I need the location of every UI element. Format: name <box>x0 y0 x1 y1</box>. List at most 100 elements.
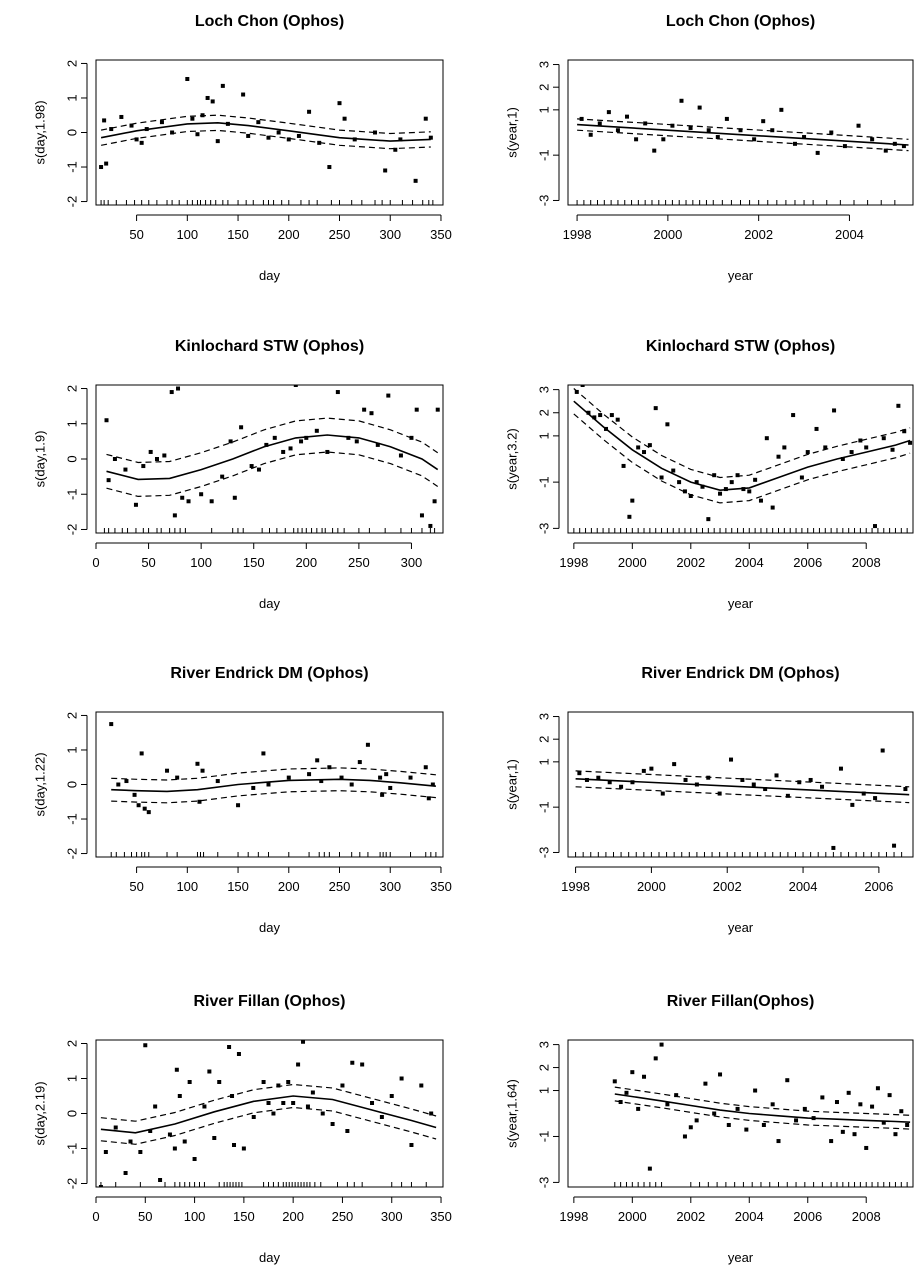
residual-point <box>718 491 723 496</box>
residual-point <box>729 757 734 762</box>
panel-title: River Fillan(Ophos) <box>667 993 815 1010</box>
data-layer <box>575 748 910 857</box>
residual-point <box>674 1093 679 1098</box>
residual-point <box>320 1111 325 1116</box>
y-tick-label: 2 <box>65 712 80 719</box>
residual-point <box>580 385 585 387</box>
x-axis-label: day <box>259 920 280 935</box>
residual-point <box>703 1081 708 1086</box>
residual-point <box>842 144 847 149</box>
panel-8: River Fillan(Ophos) 1998 2000 2002 2004 2006 2… <box>505 993 914 1265</box>
residual-point <box>892 843 897 848</box>
residual-point <box>659 475 664 480</box>
residual-point <box>419 513 424 518</box>
residual-point <box>409 1143 414 1147</box>
residual-point <box>764 436 769 441</box>
residual-point <box>782 445 787 450</box>
residual-point <box>609 413 614 418</box>
residual-point <box>852 1132 857 1137</box>
residual-point <box>281 1101 286 1105</box>
residual-point <box>636 1106 641 1111</box>
residual-point <box>785 793 790 798</box>
residual-point <box>683 777 688 782</box>
data-layer <box>612 1042 911 1187</box>
residual-point <box>113 1125 118 1130</box>
x-tick-label: 0 <box>92 1209 99 1224</box>
residual-point <box>286 775 291 780</box>
residual-point <box>423 116 428 121</box>
residual-point <box>373 130 378 135</box>
x-tick-label: 100 <box>184 1209 206 1224</box>
residual-point <box>124 779 129 784</box>
residual-point <box>738 128 743 133</box>
fitted-smooth-line <box>111 778 436 793</box>
y-tick-label: -3 <box>537 523 552 535</box>
residual-point <box>740 777 745 782</box>
residual-point <box>378 775 383 780</box>
residual-point <box>314 428 319 433</box>
upper-confidence-line <box>573 388 911 479</box>
x-tick-label: 2000 <box>637 879 666 894</box>
residual-point <box>102 118 107 123</box>
residual-point <box>187 1080 192 1084</box>
y-tick-label: 1 <box>65 420 80 427</box>
y-axis-label: s(day,1.22) <box>33 752 48 816</box>
residual-point <box>119 114 124 119</box>
y-axis-label: s(year,3.2) <box>505 428 520 489</box>
residual-point <box>831 845 836 850</box>
residual-point <box>337 101 342 106</box>
data-layer <box>99 76 434 205</box>
residual-point <box>641 768 646 773</box>
y-axis-label: s(year,1) <box>505 759 520 810</box>
residual-point <box>159 120 164 125</box>
residual-point <box>838 766 843 771</box>
residual-point <box>592 415 597 420</box>
residual-point <box>870 1104 875 1109</box>
plot-frame <box>567 384 914 534</box>
residual-point <box>241 92 246 97</box>
x-tick-label: 2006 <box>864 879 893 894</box>
residual-point <box>104 161 109 166</box>
y-tick-label: 2 <box>65 1040 80 1047</box>
x-tick-label: 350 <box>430 227 452 242</box>
residual-point <box>829 1139 834 1144</box>
residual-point <box>414 407 419 412</box>
upper-confidence-line <box>577 118 909 140</box>
residual-point <box>761 1122 766 1127</box>
residual-point <box>805 450 810 455</box>
x-tick-label: 2002 <box>676 1209 705 1224</box>
x-tick-label: 100 <box>176 227 198 242</box>
x-tick-label: 2004 <box>735 1209 764 1224</box>
residual-point <box>299 439 304 444</box>
residual-point <box>148 1129 153 1133</box>
residual-point <box>682 1134 687 1139</box>
residual-point <box>143 1043 148 1048</box>
residual-point <box>256 467 261 472</box>
residual-point <box>261 1080 266 1084</box>
y-axis-label: s(year,1) <box>505 107 520 158</box>
panel-5: River Endrick DM (Ophos) 50 100 150 200 250 30… <box>33 665 452 935</box>
residual-point <box>379 1115 384 1119</box>
residual-point <box>652 148 657 153</box>
residual-point <box>627 514 632 519</box>
residual-point <box>345 1129 350 1133</box>
y-tick-label: 2 <box>537 1064 552 1071</box>
residual-point <box>365 742 370 747</box>
x-tick-label: 2002 <box>744 227 773 242</box>
residual-point <box>154 457 159 461</box>
residual-point <box>369 411 374 416</box>
x-tick-label: 150 <box>227 227 249 242</box>
residual-point <box>335 390 340 395</box>
residual-point <box>393 147 398 152</box>
residual-point <box>266 135 271 140</box>
x-tick-label: 1998 <box>559 555 588 570</box>
residual-point <box>342 116 347 121</box>
residual-point <box>630 498 635 503</box>
x-tick-label: 250 <box>329 227 351 242</box>
panel-title: River Endrick DM (Ophos) <box>641 665 839 682</box>
residual-point <box>679 98 684 103</box>
residual-point <box>688 125 693 130</box>
residual-point <box>659 1042 664 1047</box>
residual-point <box>384 772 389 777</box>
residual-point <box>423 765 428 770</box>
